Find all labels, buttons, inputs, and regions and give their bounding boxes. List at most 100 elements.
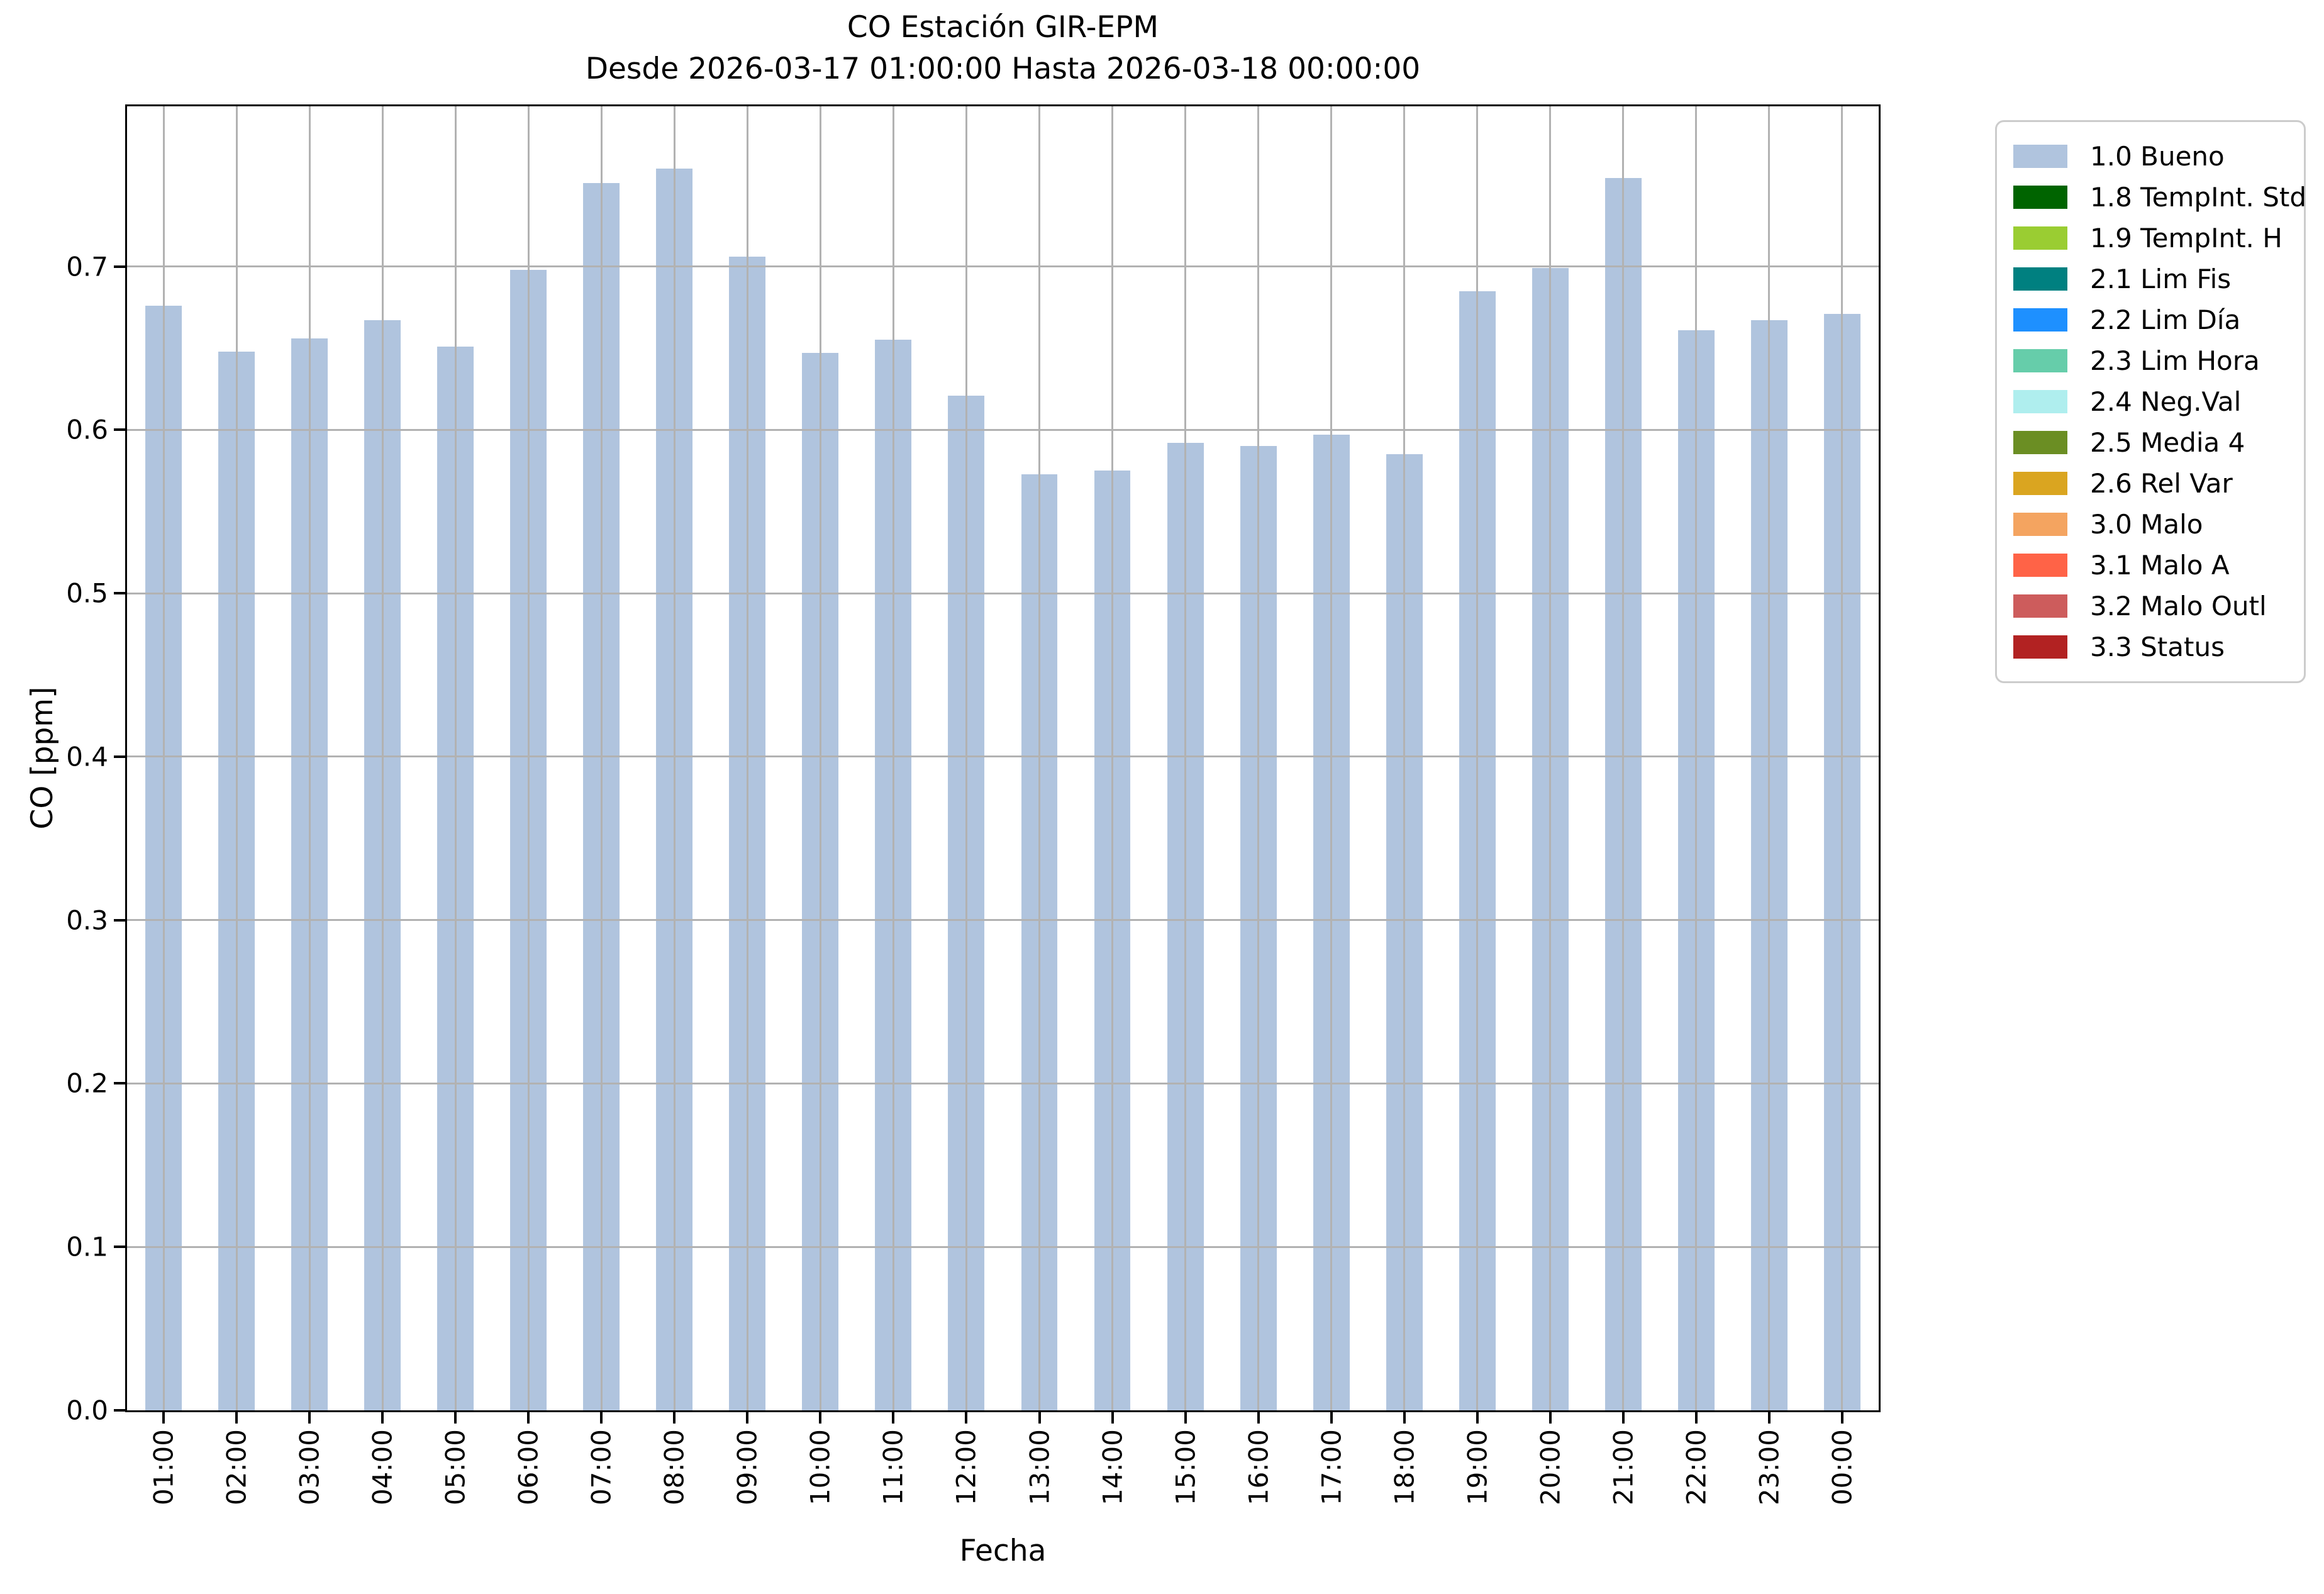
y-tick-label: 0.3: [66, 905, 108, 936]
y-tick-label: 0.0: [66, 1395, 108, 1426]
x-tick-label: 12:00: [950, 1429, 982, 1506]
legend-swatch: [2013, 594, 2067, 618]
legend-item: 1.0 Bueno: [2013, 136, 2288, 177]
x-tick-label: 04:00: [367, 1429, 398, 1506]
x-tick: [162, 1412, 165, 1424]
x-tick: [1257, 1412, 1260, 1424]
legend-label: 3.3 Status: [2090, 632, 2225, 662]
legend-label: 1.0 Bueno: [2090, 141, 2225, 172]
x-tick: [1111, 1412, 1114, 1424]
y-tick: [114, 265, 125, 268]
legend-item: 2.1 Lim Fis: [2013, 259, 2288, 299]
x-gridline: [1695, 106, 1698, 1410]
x-tick: [1038, 1412, 1041, 1424]
legend-swatch: [2013, 390, 2067, 413]
legend-item: 2.2 Lim Día: [2013, 299, 2288, 340]
legend-swatch: [2013, 635, 2067, 659]
y-tick-label: 0.2: [66, 1067, 108, 1099]
x-tick: [819, 1412, 822, 1424]
x-tick: [1184, 1412, 1187, 1424]
legend-label: 1.8 TempInt. Std: [2090, 182, 2307, 213]
legend-label: 2.4 Neg.Val: [2090, 386, 2242, 417]
legend-item: 3.3 Status: [2013, 627, 2288, 667]
x-tick-label: 10:00: [804, 1429, 836, 1506]
y-gridline: [127, 592, 1879, 594]
legend-swatch: [2013, 431, 2067, 454]
legend-swatch: [2013, 472, 2067, 495]
y-tick-label: 0.1: [66, 1231, 108, 1262]
x-tick: [1403, 1412, 1406, 1424]
x-gridline: [892, 106, 894, 1410]
x-tick-label: 21:00: [1608, 1429, 1639, 1506]
x-tick-label: 07:00: [586, 1429, 617, 1506]
y-gridline: [127, 428, 1879, 431]
legend-item: 1.8 TempInt. Std: [2013, 177, 2306, 218]
x-tick-label: 17:00: [1316, 1429, 1347, 1506]
legend-swatch: [2013, 513, 2067, 536]
x-tick-label: 16:00: [1243, 1429, 1274, 1506]
legend-label: 2.3 Lim Hora: [2090, 345, 2260, 376]
y-gridline: [127, 1246, 1879, 1248]
x-tick: [673, 1412, 676, 1424]
x-tick-label: 15:00: [1170, 1429, 1201, 1506]
x-tick-label: 19:00: [1462, 1429, 1493, 1506]
x-tick: [1840, 1412, 1843, 1424]
x-tick: [454, 1412, 457, 1424]
legend-swatch: [2013, 308, 2067, 332]
x-tick: [308, 1412, 311, 1424]
legend-swatch: [2013, 349, 2067, 372]
x-tick-label: 02:00: [221, 1429, 252, 1506]
x-tick-label: 20:00: [1535, 1429, 1566, 1506]
x-gridline: [1403, 106, 1406, 1410]
x-tick: [1694, 1412, 1698, 1424]
x-gridline: [1257, 106, 1260, 1410]
x-gridline: [454, 106, 457, 1410]
legend-swatch: [2013, 226, 2067, 250]
y-tick-label: 0.6: [66, 414, 108, 445]
y-gridline: [127, 755, 1879, 758]
plot-area: 01:00 02:00 03:00 04:00 05:00 06:00 07:00 08:00…: [66, 104, 1881, 1505]
x-tick: [527, 1412, 530, 1424]
x-tick: [1548, 1412, 1552, 1424]
x-gridline: [819, 106, 821, 1410]
x-tick-label: 05:00: [440, 1429, 471, 1506]
x-tick-label: 06:00: [513, 1429, 544, 1506]
x-tick-label: 09:00: [731, 1429, 763, 1506]
x-tick-label: 13:00: [1024, 1429, 1055, 1506]
x-gridline: [1111, 106, 1114, 1410]
chart-title: CO Estación GIR-EPM: [847, 10, 1159, 45]
x-gridline: [1476, 106, 1479, 1410]
legend-label: 1.9 TempInt. H: [2090, 223, 2282, 254]
x-tick-label: 01:00: [148, 1429, 179, 1506]
x-gridline: [381, 106, 384, 1410]
legend-item: 3.2 Malo Outl: [2013, 586, 2288, 627]
legend-label: 2.2 Lim Día: [2090, 304, 2241, 335]
x-tick: [1767, 1412, 1771, 1424]
x-gridline: [1768, 106, 1771, 1410]
x-tick: [1330, 1412, 1333, 1424]
x-gridline: [673, 106, 676, 1410]
x-tick-label: 14:00: [1097, 1429, 1128, 1506]
chart-subtitle: Desde 2026-03-17 01:00:00 Hasta 2026-03-…: [585, 52, 1421, 86]
x-tick-label: 18:00: [1389, 1429, 1420, 1506]
legend: 1.0 Bueno 1.8 TempInt. Std 1.9 TempInt. H 2…: [1995, 120, 2306, 683]
legend-item: 3.1 Malo A: [2013, 545, 2288, 586]
y-tick-label: 0.4: [66, 741, 108, 772]
x-tick: [235, 1412, 238, 1424]
x-axis-label: Fecha: [959, 1534, 1047, 1568]
x-gridline: [162, 106, 165, 1410]
legend-item: 2.6 Rel Var: [2013, 463, 2288, 504]
x-tick-label: 00:00: [1826, 1429, 1858, 1506]
legend-label: 2.5 Media 4: [2090, 427, 2245, 458]
x-tick: [381, 1412, 384, 1424]
y-tick-label: 0.5: [66, 577, 108, 609]
y-gridline: [127, 265, 1879, 268]
x-tick-label: 22:00: [1681, 1429, 1712, 1506]
y-tick: [114, 428, 125, 432]
x-tick-label: 11:00: [877, 1429, 909, 1506]
x-gridline: [1330, 106, 1333, 1410]
y-tick: [114, 592, 125, 595]
y-tick: [114, 1409, 125, 1412]
x-gridline: [1038, 106, 1041, 1410]
legend-item: 2.3 Lim Hora: [2013, 340, 2288, 381]
